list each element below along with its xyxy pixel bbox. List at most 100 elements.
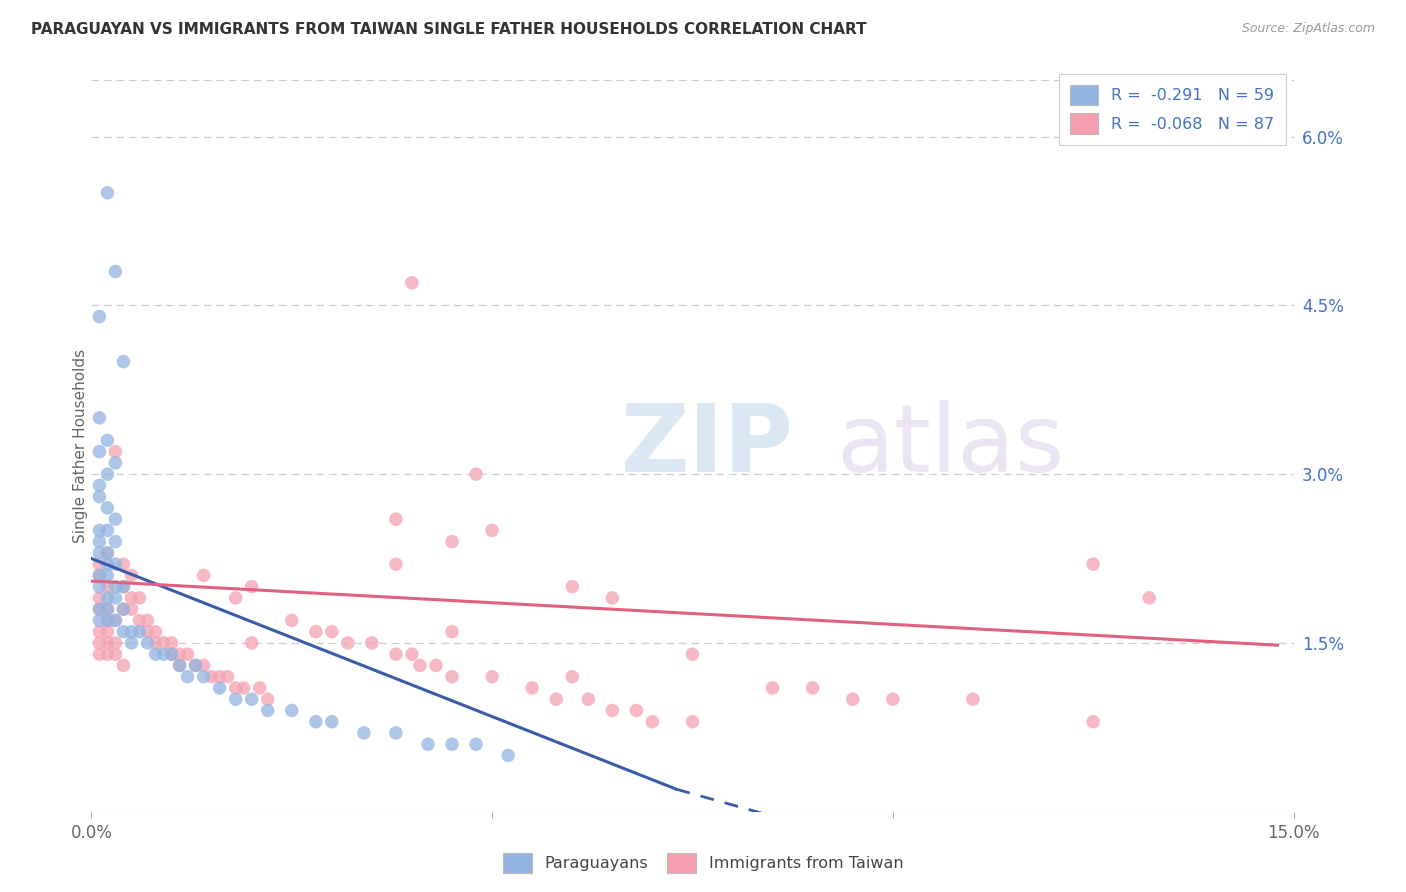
Immigrants from Taiwan xyxy=(96,602,118,616)
Paraguayans xyxy=(136,636,159,650)
Immigrants from Taiwan xyxy=(121,568,143,582)
Immigrants from Taiwan xyxy=(208,670,231,684)
Immigrants from Taiwan xyxy=(481,670,503,684)
Immigrants from Taiwan xyxy=(385,557,408,571)
Immigrants from Taiwan xyxy=(561,580,583,594)
Paraguayans xyxy=(89,580,111,594)
Paraguayans xyxy=(169,658,191,673)
Immigrants from Taiwan xyxy=(602,591,624,605)
Paraguayans xyxy=(89,524,111,538)
Immigrants from Taiwan xyxy=(193,568,215,582)
Paraguayans xyxy=(96,614,118,628)
Immigrants from Taiwan xyxy=(89,636,111,650)
Immigrants from Taiwan xyxy=(128,591,150,605)
Immigrants from Taiwan xyxy=(801,681,824,695)
Immigrants from Taiwan xyxy=(89,568,111,582)
Paraguayans xyxy=(89,490,111,504)
Paraguayans xyxy=(121,624,143,639)
Immigrants from Taiwan xyxy=(1137,591,1160,605)
Immigrants from Taiwan xyxy=(89,647,111,661)
Paraguayans xyxy=(96,568,118,582)
Paraguayans xyxy=(152,647,174,661)
Paraguayans xyxy=(160,647,183,661)
Immigrants from Taiwan xyxy=(232,681,254,695)
Immigrants from Taiwan xyxy=(256,692,278,706)
Immigrants from Taiwan xyxy=(96,546,118,560)
Immigrants from Taiwan xyxy=(409,658,432,673)
Immigrants from Taiwan xyxy=(104,614,127,628)
Paraguayans xyxy=(465,737,488,751)
Immigrants from Taiwan xyxy=(882,692,904,706)
Text: Source: ZipAtlas.com: Source: ZipAtlas.com xyxy=(1241,22,1375,36)
Immigrants from Taiwan xyxy=(145,624,167,639)
Paraguayans xyxy=(104,534,127,549)
Immigrants from Taiwan xyxy=(641,714,664,729)
Paraguayans xyxy=(89,444,111,458)
Paraguayans xyxy=(305,714,328,729)
Immigrants from Taiwan xyxy=(128,614,150,628)
Paraguayans xyxy=(89,534,111,549)
Immigrants from Taiwan xyxy=(145,636,167,650)
Immigrants from Taiwan xyxy=(336,636,359,650)
Paraguayans xyxy=(145,647,167,661)
Paraguayans xyxy=(225,692,247,706)
Immigrants from Taiwan xyxy=(112,557,135,571)
Immigrants from Taiwan xyxy=(681,714,703,729)
Immigrants from Taiwan xyxy=(96,647,118,661)
Immigrants from Taiwan xyxy=(240,636,263,650)
Paraguayans xyxy=(104,456,127,470)
Immigrants from Taiwan xyxy=(576,692,599,706)
Immigrants from Taiwan xyxy=(602,703,624,717)
Paraguayans xyxy=(104,264,127,278)
Immigrants from Taiwan xyxy=(193,658,215,673)
Immigrants from Taiwan xyxy=(225,591,247,605)
Paraguayans xyxy=(440,737,463,751)
Y-axis label: Single Father Households: Single Father Households xyxy=(73,349,87,543)
Paraguayans xyxy=(112,624,135,639)
Immigrants from Taiwan xyxy=(169,647,191,661)
Immigrants from Taiwan xyxy=(385,647,408,661)
Paraguayans xyxy=(96,524,118,538)
Immigrants from Taiwan xyxy=(152,636,174,650)
Legend: R =  -0.291   N = 59, R =  -0.068   N = 87: R = -0.291 N = 59, R = -0.068 N = 87 xyxy=(1059,74,1285,145)
Immigrants from Taiwan xyxy=(217,670,239,684)
Immigrants from Taiwan xyxy=(281,614,304,628)
Immigrants from Taiwan xyxy=(104,647,127,661)
Immigrants from Taiwan xyxy=(425,658,447,673)
Immigrants from Taiwan xyxy=(465,467,488,482)
Immigrants from Taiwan xyxy=(96,636,118,650)
Paraguayans xyxy=(104,614,127,628)
Immigrants from Taiwan xyxy=(96,624,118,639)
Legend: Paraguayans, Immigrants from Taiwan: Paraguayans, Immigrants from Taiwan xyxy=(496,847,910,880)
Immigrants from Taiwan xyxy=(201,670,224,684)
Immigrants from Taiwan xyxy=(96,614,118,628)
Paraguayans xyxy=(89,546,111,560)
Immigrants from Taiwan xyxy=(112,658,135,673)
Immigrants from Taiwan xyxy=(249,681,271,695)
Paraguayans xyxy=(96,467,118,482)
Paraguayans xyxy=(96,500,118,515)
Paraguayans xyxy=(104,512,127,526)
Immigrants from Taiwan xyxy=(360,636,382,650)
Immigrants from Taiwan xyxy=(136,614,159,628)
Immigrants from Taiwan xyxy=(89,591,111,605)
Paraguayans xyxy=(193,670,215,684)
Paraguayans xyxy=(89,478,111,492)
Paraguayans xyxy=(496,748,519,763)
Paraguayans xyxy=(281,703,304,717)
Paraguayans xyxy=(385,726,408,740)
Paraguayans xyxy=(96,602,118,616)
Paraguayans xyxy=(89,602,111,616)
Paraguayans xyxy=(121,636,143,650)
Immigrants from Taiwan xyxy=(522,681,544,695)
Immigrants from Taiwan xyxy=(184,658,207,673)
Text: PARAGUAYAN VS IMMIGRANTS FROM TAIWAN SINGLE FATHER HOUSEHOLDS CORRELATION CHART: PARAGUAYAN VS IMMIGRANTS FROM TAIWAN SIN… xyxy=(31,22,866,37)
Paraguayans xyxy=(96,546,118,560)
Immigrants from Taiwan xyxy=(1083,714,1105,729)
Paraguayans xyxy=(128,624,150,639)
Immigrants from Taiwan xyxy=(321,624,343,639)
Immigrants from Taiwan xyxy=(440,624,463,639)
Paraguayans xyxy=(96,434,118,448)
Immigrants from Taiwan xyxy=(160,636,183,650)
Paraguayans xyxy=(96,591,118,605)
